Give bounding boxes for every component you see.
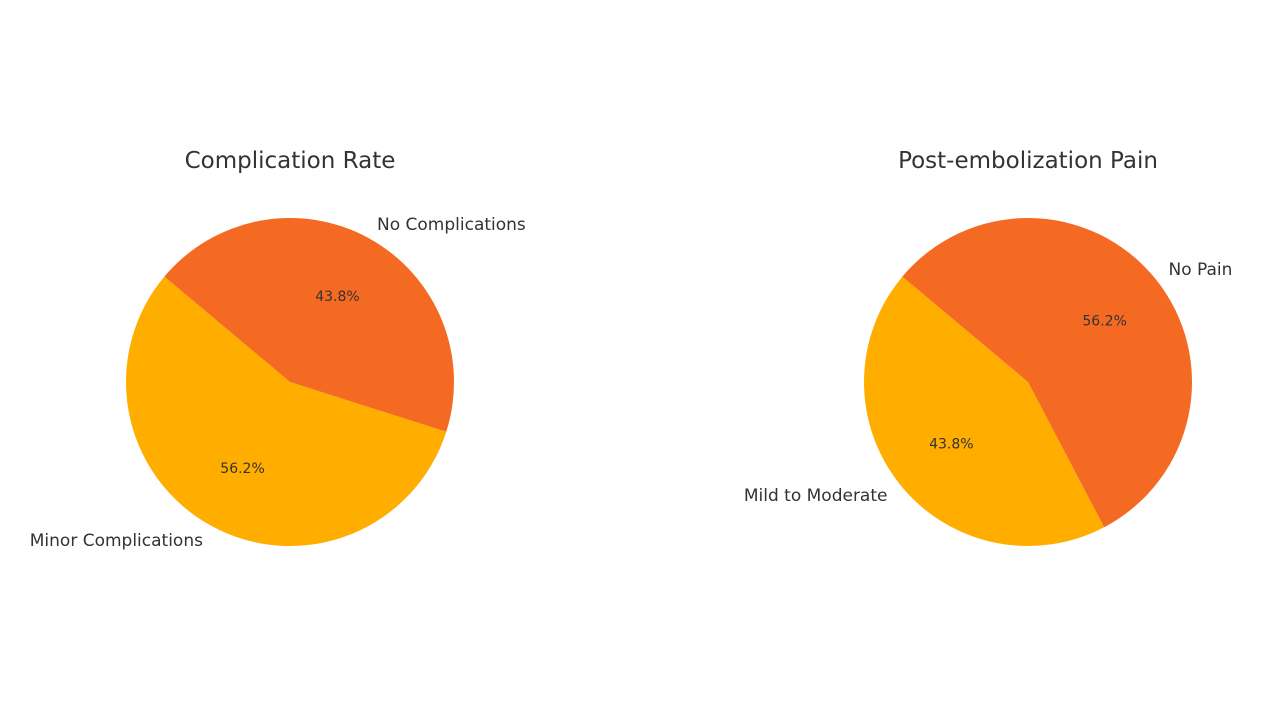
percent-label: 56.2%	[1082, 313, 1126, 329]
category-label: No Complications	[377, 215, 526, 235]
pie-slice-minor-complications	[125, 276, 447, 547]
chart-title: Post-embolization Pain	[898, 148, 1158, 174]
percent-label: 56.2%	[220, 461, 264, 477]
category-label: Minor Complications	[30, 531, 203, 551]
pie-slice-no-pain	[902, 217, 1193, 528]
category-label: No Pain	[1169, 260, 1233, 280]
complication-rate-chart: Complication Rate 56.2% Minor Complicatio…	[30, 148, 526, 551]
percent-label: 43.8%	[315, 289, 359, 305]
category-label: Mild to Moderate	[744, 486, 888, 506]
chart-title: Complication Rate	[185, 148, 396, 174]
pie-slice-no-complications	[164, 218, 454, 432]
pie-slice-mild-to-moderate	[864, 276, 1105, 546]
percent-label: 43.8%	[929, 437, 973, 453]
post-embolization-pain-chart: Post-embolization Pain 43.8% Mild to Mode…	[744, 148, 1233, 546]
